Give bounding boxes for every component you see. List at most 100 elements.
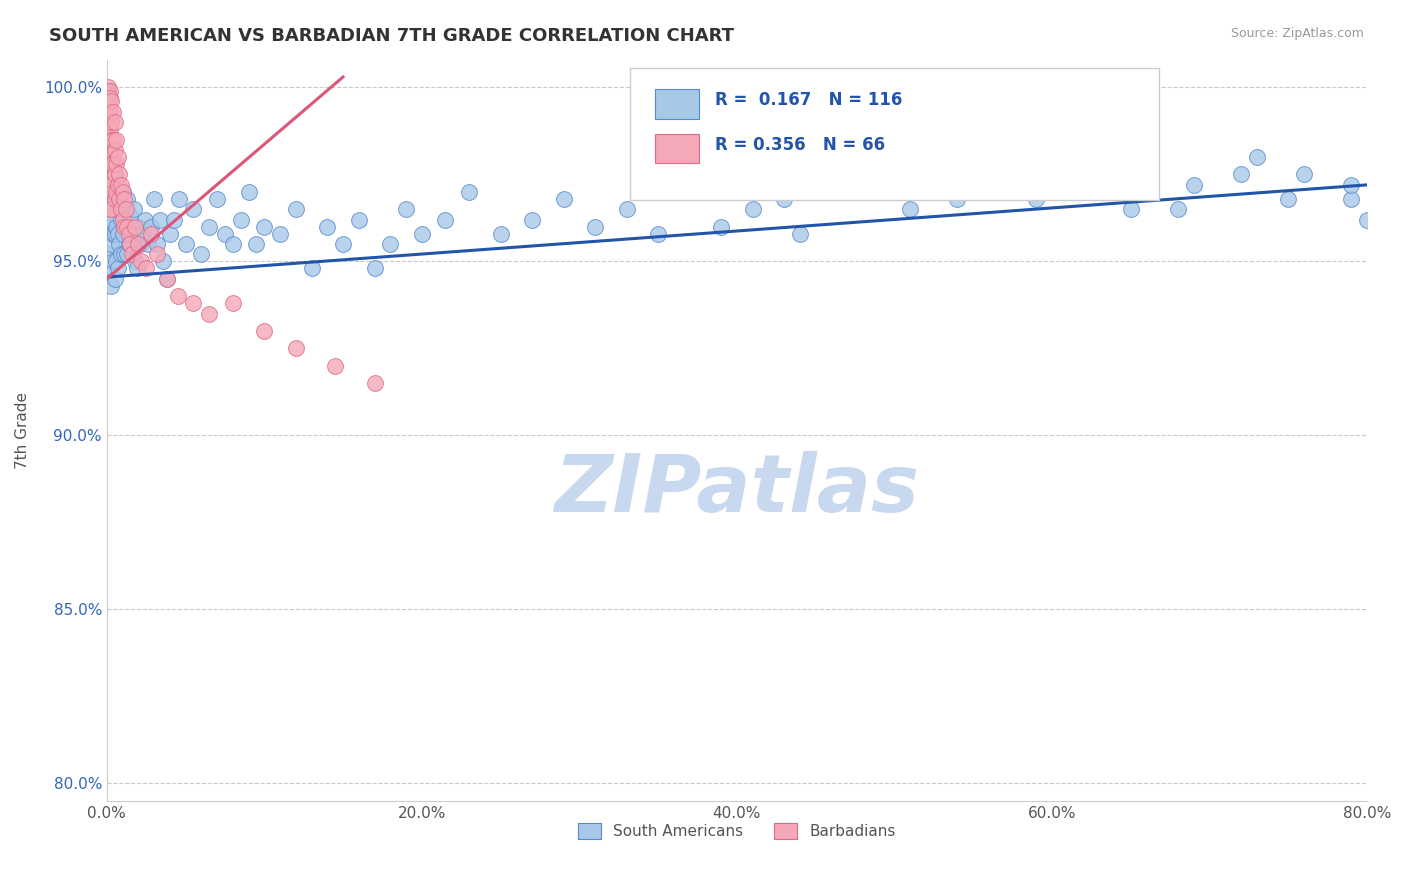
- Point: [122, 202, 145, 217]
- Point: [98, 84, 121, 98]
- Point: [98, 261, 121, 276]
- Point: [163, 212, 186, 227]
- Point: [1277, 192, 1299, 206]
- Point: [198, 307, 221, 321]
- Point: [112, 202, 135, 217]
- Point: [97, 247, 120, 261]
- Point: [1292, 168, 1315, 182]
- Point: [98, 178, 121, 192]
- Point: [105, 254, 128, 268]
- Point: [183, 296, 205, 310]
- Point: [363, 376, 385, 391]
- Point: [100, 115, 122, 129]
- Point: [155, 272, 177, 286]
- Point: [269, 227, 291, 241]
- Point: [898, 202, 921, 217]
- Point: [104, 168, 127, 182]
- Point: [143, 192, 166, 206]
- Point: [107, 150, 129, 164]
- Point: [121, 227, 143, 241]
- Point: [97, 87, 120, 102]
- Point: [101, 104, 124, 119]
- Point: [127, 237, 149, 252]
- Point: [135, 261, 157, 276]
- Point: [1182, 178, 1205, 192]
- Point: [97, 91, 120, 105]
- Point: [190, 247, 212, 261]
- Point: [104, 272, 127, 286]
- Point: [104, 115, 127, 129]
- Point: [167, 192, 190, 206]
- Point: [101, 254, 124, 268]
- Point: [101, 185, 124, 199]
- Point: [104, 143, 127, 157]
- Point: [98, 219, 121, 234]
- Point: [105, 219, 128, 234]
- Point: [993, 168, 1015, 182]
- Point: [131, 227, 153, 241]
- Point: [678, 185, 700, 199]
- Point: [183, 202, 205, 217]
- Point: [104, 168, 127, 182]
- Point: [134, 212, 156, 227]
- Text: ZIPatlas: ZIPatlas: [554, 450, 920, 529]
- Point: [120, 209, 142, 223]
- Point: [520, 212, 543, 227]
- Point: [583, 219, 606, 234]
- Point: [1340, 178, 1362, 192]
- Point: [115, 192, 138, 206]
- Point: [100, 237, 122, 252]
- Point: [205, 192, 228, 206]
- Point: [112, 192, 135, 206]
- Point: [146, 247, 169, 261]
- Point: [98, 91, 121, 105]
- Point: [107, 227, 129, 241]
- Point: [121, 247, 143, 261]
- Point: [1340, 192, 1362, 206]
- Point: [152, 254, 174, 268]
- Point: [962, 168, 984, 182]
- Point: [316, 219, 339, 234]
- Point: [97, 150, 120, 164]
- Point: [284, 202, 307, 217]
- Point: [139, 219, 162, 234]
- Text: Source: ZipAtlas.com: Source: ZipAtlas.com: [1230, 27, 1364, 40]
- Point: [647, 227, 669, 241]
- Point: [115, 247, 138, 261]
- Point: [100, 178, 122, 192]
- Point: [946, 192, 969, 206]
- Point: [174, 237, 197, 252]
- Point: [434, 212, 457, 227]
- Point: [1371, 168, 1393, 182]
- Point: [107, 192, 129, 206]
- Point: [114, 219, 136, 234]
- Point: [100, 95, 122, 109]
- Point: [347, 212, 370, 227]
- Y-axis label: 7th Grade: 7th Grade: [15, 392, 30, 468]
- Point: [98, 157, 121, 171]
- Point: [301, 261, 323, 276]
- Point: [100, 278, 122, 293]
- Point: [155, 272, 177, 286]
- Point: [100, 178, 122, 192]
- Point: [741, 202, 763, 217]
- Point: [110, 178, 132, 192]
- Point: [104, 202, 127, 217]
- Point: [104, 227, 127, 241]
- Point: [127, 219, 149, 234]
- Point: [100, 157, 122, 171]
- Point: [363, 261, 385, 276]
- Point: [1025, 192, 1047, 206]
- Point: [111, 212, 134, 227]
- Point: [98, 122, 121, 136]
- Point: [97, 84, 120, 98]
- Point: [245, 237, 267, 252]
- Point: [1167, 202, 1189, 217]
- Point: [395, 202, 418, 217]
- Point: [108, 192, 131, 206]
- Point: [1403, 178, 1406, 192]
- Point: [773, 192, 796, 206]
- Point: [835, 185, 858, 199]
- Point: [710, 219, 733, 234]
- Point: [114, 202, 136, 217]
